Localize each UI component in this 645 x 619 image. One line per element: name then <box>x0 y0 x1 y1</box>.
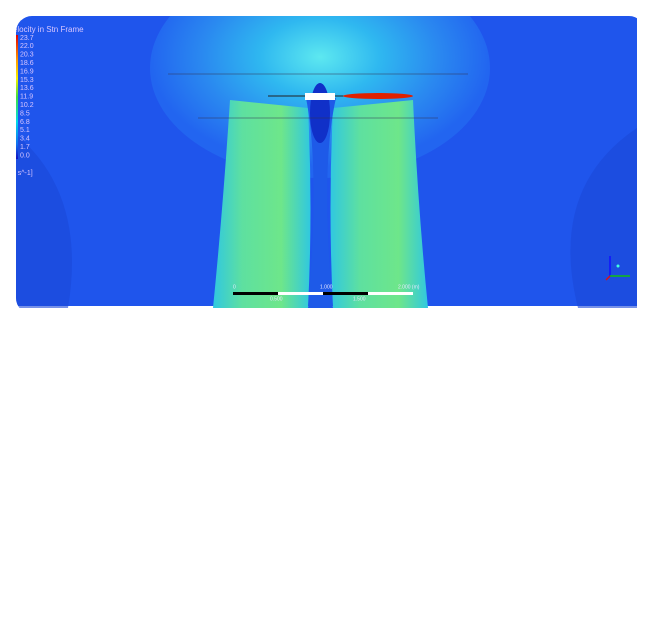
legend-label: 20.3 <box>20 52 34 59</box>
nacelle <box>305 405 335 412</box>
scale-label: 0.500 <box>270 600 283 606</box>
legend-label: 18.6 <box>20 60 34 67</box>
legend-title: Velocity in Stn Frame <box>8 337 84 346</box>
legend-label: 0.0 <box>20 152 30 159</box>
legend-label: 22.0 <box>20 355 34 362</box>
legend-label: 20.3 <box>20 364 34 371</box>
scale-seg <box>323 292 368 295</box>
legend-label: 5.1 <box>20 127 30 134</box>
legend-label: 6.8 <box>20 431 30 438</box>
legend-label: 13.6 <box>20 85 34 92</box>
legend-label: 10.2 <box>20 414 34 421</box>
color-bar <box>10 347 18 471</box>
legend-label: 3.4 <box>20 136 30 143</box>
scale-seg <box>233 596 278 599</box>
axis-dot <box>617 265 620 268</box>
scale-seg <box>278 292 323 295</box>
scale-label: 0.500 <box>270 296 283 302</box>
scale-label: 2.000 (m) <box>398 284 420 290</box>
right-wake <box>331 412 429 614</box>
legend-label: 6.8 <box>20 119 30 126</box>
scale-label: 1.000 <box>320 284 333 290</box>
legend-label: 13.6 <box>20 397 34 404</box>
side-region <box>8 440 72 614</box>
legend-label: 15.3 <box>20 389 34 396</box>
scale-label: 0 <box>233 588 236 594</box>
scale-label: 1.500 <box>353 600 366 606</box>
legend-unit: [m s^-1] <box>8 170 33 177</box>
scale-seg <box>323 596 368 599</box>
legend-label: 16.9 <box>20 68 34 75</box>
legend-label: 11.9 <box>20 406 33 413</box>
hub-low <box>310 83 330 143</box>
legend-label: 1.7 <box>20 144 30 151</box>
scale-label: 0 <box>233 284 236 290</box>
page: {"panels": [ {"legend_title": "Velocity … <box>0 0 645 614</box>
legend-label: 8.5 <box>20 110 30 117</box>
axis-z <box>606 580 610 584</box>
scale-label: 2.000 (m) <box>398 588 420 594</box>
nacelle <box>305 93 335 100</box>
scale-seg <box>368 596 413 599</box>
side-region <box>570 440 637 614</box>
tip-streak <box>343 93 413 99</box>
left-wake <box>213 412 311 614</box>
axis-dot <box>617 569 620 572</box>
right-wake <box>331 100 429 308</box>
legend-label: 23.7 <box>20 35 34 42</box>
legend-label: 5.1 <box>20 439 30 446</box>
legend-label: 23.7 <box>20 347 34 354</box>
center-core <box>306 410 336 614</box>
scale-seg <box>368 292 413 295</box>
scale-seg <box>233 292 278 295</box>
legend-label: 0.0 <box>20 464 30 471</box>
scale-label: 1.000 <box>320 588 333 594</box>
scale-label: 1.500 <box>353 296 366 302</box>
legend-label: 10.2 <box>20 102 34 109</box>
legend-label: 1.7 <box>20 456 30 463</box>
legend-unit: [m s^-1] <box>8 482 33 489</box>
scale-seg <box>278 596 323 599</box>
legend-label: 18.6 <box>20 372 34 379</box>
legend-label: 3.4 <box>20 448 30 455</box>
tip-streak <box>343 405 413 411</box>
legend-label: 11.9 <box>20 94 33 101</box>
legend-label: 8.5 <box>20 422 30 429</box>
color-bar <box>10 35 18 159</box>
contour-views: Velocity in Stn Frame23.722.020.318.616.… <box>0 0 645 614</box>
legend-label: 22.0 <box>20 43 34 50</box>
legend-title: Velocity in Stn Frame <box>8 25 84 34</box>
hub-low <box>310 395 330 455</box>
background <box>8 320 637 610</box>
legend-label: 15.3 <box>20 77 34 84</box>
legend-label: 16.9 <box>20 380 34 387</box>
